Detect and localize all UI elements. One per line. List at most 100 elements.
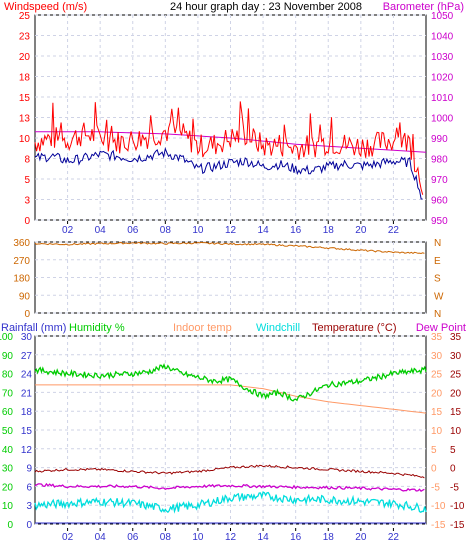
indoor-tick-label: 10 — [431, 426, 443, 437]
x-tick-label: 04 — [95, 225, 107, 236]
chart-title: 24 hour graph day : 23 November 2008 — [170, 1, 362, 13]
rainfall-tick-label: 9 — [26, 464, 32, 475]
temperature-tick-label: -5 — [450, 482, 459, 493]
y-left-tick-label: 270 — [13, 256, 30, 267]
indoor-tick-label: 30 — [431, 351, 443, 362]
temperature-line — [34, 464, 425, 479]
rainfall-tick-label: 18 — [21, 407, 33, 418]
y-right-tick-label: 1000 — [431, 114, 454, 125]
legend-indoor-temp: Indoor temp — [173, 322, 232, 334]
rainfall-tick-label: 24 — [21, 370, 33, 381]
wind-average-line — [34, 146, 423, 200]
dew-point-line — [34, 482, 425, 493]
x-tick-label: 14 — [258, 225, 270, 236]
y-left-tick-label: 0 — [24, 309, 30, 320]
rainfall-tick-label: 6 — [26, 482, 32, 493]
legend-temperature: Temperature (°C) — [312, 322, 396, 334]
indoor-tick-label: 25 — [431, 370, 443, 381]
x-tick-label: 04 — [95, 532, 107, 543]
compass-label: W — [434, 291, 444, 302]
humidity-tick-label: 20 — [2, 482, 14, 493]
rainfall-tick-label: 27 — [21, 351, 33, 362]
y-left-tick-label: 15 — [19, 93, 31, 104]
humidity-tick-label: 80 — [2, 370, 14, 381]
y-right-tick-label: 970 — [431, 175, 448, 186]
temperature-tick-label: 15 — [450, 407, 462, 418]
y-left-tick-label: 90 — [19, 291, 31, 302]
y-left-tick-label: 0 — [24, 216, 30, 227]
humidity-tick-label: 90 — [2, 351, 14, 362]
rainfall-tick-label: 15 — [21, 426, 33, 437]
indoor-tick-label: -10 — [431, 501, 446, 512]
compass-label: S — [434, 274, 441, 285]
compass-label: E — [434, 256, 441, 267]
x-tick-label: 14 — [258, 532, 270, 543]
humidity-tick-label: 70 — [2, 388, 14, 399]
x-tick-label: 22 — [388, 225, 400, 236]
humidity-line — [34, 363, 427, 402]
y-left-tick-label: 3 — [24, 196, 30, 207]
humidity-tick-label: 10 — [2, 501, 14, 512]
temperature-tick-label: 10 — [450, 426, 462, 437]
legend-humidity: Humidity % — [69, 322, 125, 334]
x-tick-label: 10 — [192, 532, 204, 543]
y-right-tick-label: 990 — [431, 134, 448, 145]
rainfall-tick-label: 0 — [26, 520, 32, 531]
x-tick-label: 02 — [62, 225, 74, 236]
x-tick-label: 06 — [127, 532, 139, 543]
y-left-tick-label: 20 — [19, 52, 31, 63]
rainfall-tick-label: 30 — [21, 332, 33, 343]
compass-label: N — [434, 238, 441, 249]
humidity-tick-label: 60 — [2, 407, 14, 418]
indoor-temp-line — [35, 384, 427, 414]
windspeed-label: Windspeed (m/s) — [4, 1, 87, 13]
y-right-tick-label: 1030 — [431, 52, 454, 63]
humidity-tick-label: 40 — [2, 445, 14, 456]
indoor-tick-label: 5 — [431, 445, 437, 456]
indoor-tick-label: -5 — [431, 482, 440, 493]
windspeed-panel: 0358101315182023259509609709809901000101… — [19, 11, 454, 236]
humidity-tick-label: 50 — [2, 426, 14, 437]
indoor-tick-label: 35 — [431, 332, 443, 343]
indoor-tick-label: 20 — [431, 388, 443, 399]
temperature-tick-label: 20 — [450, 388, 462, 399]
x-tick-label: 16 — [290, 532, 302, 543]
rainfall-tick-label: 12 — [21, 445, 33, 456]
rainfall-tick-label: 3 — [26, 501, 32, 512]
temperature-tick-label: -10 — [450, 501, 465, 512]
legend-dew-point: Dew Point — [416, 322, 466, 334]
x-tick-label: 18 — [323, 532, 335, 543]
x-tick-label: 20 — [355, 532, 367, 543]
x-tick-label: 06 — [127, 225, 139, 236]
x-tick-label: 12 — [225, 532, 237, 543]
x-tick-label: 16 — [290, 225, 302, 236]
windspeed-line — [34, 101, 424, 195]
y-right-tick-label: 1040 — [431, 32, 454, 43]
temperature-tick-label: 30 — [450, 351, 462, 362]
indoor-tick-label: 0 — [431, 464, 437, 475]
humidity-tick-label: 100 — [0, 332, 13, 343]
x-tick-label: 12 — [225, 225, 237, 236]
y-right-tick-label: 1010 — [431, 93, 454, 104]
y-left-tick-label: 5 — [24, 175, 30, 186]
x-tick-label: 22 — [388, 532, 400, 543]
y-right-tick-label: 1020 — [431, 73, 454, 84]
legend-windchill: Windchill — [256, 322, 300, 334]
barometer-label: Barometer (hPa) — [383, 1, 464, 13]
x-tick-label: 20 — [355, 225, 367, 236]
y-left-tick-label: 18 — [19, 73, 31, 84]
temperature-tick-label: 25 — [450, 370, 462, 381]
barometer-line — [35, 131, 427, 153]
y-left-tick-label: 13 — [19, 114, 31, 125]
y-right-tick-label: 960 — [431, 196, 448, 207]
direction-line — [34, 241, 425, 255]
y-left-tick-label: 10 — [19, 134, 31, 145]
indoor-tick-label: 15 — [431, 407, 443, 418]
y-left-tick-label: 360 — [13, 238, 30, 249]
y-left-tick-label: 180 — [13, 274, 30, 285]
legend-rainfall: Rainfall (mm) — [1, 322, 66, 334]
x-tick-label: 02 — [62, 532, 74, 543]
